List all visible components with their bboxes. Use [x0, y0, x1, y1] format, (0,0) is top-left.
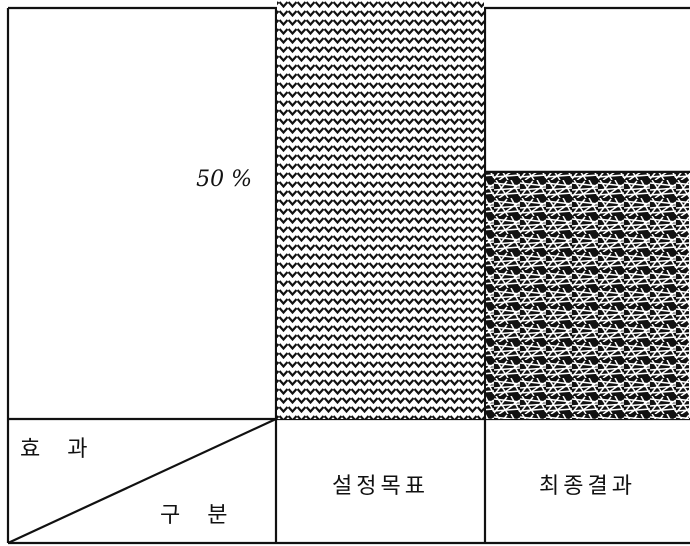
- bars-layer: [277, 0, 690, 419]
- category-label-1: 설정목표: [332, 474, 429, 499]
- y-tick-label-2: 50 %: [196, 167, 252, 192]
- bar-1: [277, 0, 484, 419]
- y-tick-labels: 90 %50 %: [196, 167, 252, 192]
- table-frame: [6, 6, 690, 545]
- bar-2: [486, 171, 689, 419]
- corner-header-top: 효 과: [20, 437, 97, 462]
- corner-header-bottom: 구 분: [160, 503, 237, 528]
- category-label-2: 최종결과: [539, 474, 636, 499]
- corner-diagonal: [7, 418, 277, 544]
- category-labels: 설정목표 최종결과: [332, 474, 636, 499]
